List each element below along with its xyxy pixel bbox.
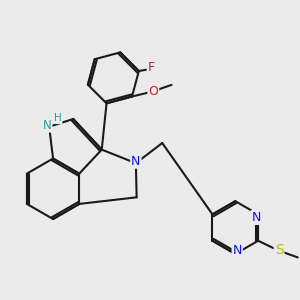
Text: F: F	[148, 61, 155, 74]
Text: N: N	[131, 155, 141, 168]
Text: N: N	[251, 211, 261, 224]
Text: N: N	[232, 244, 242, 257]
Text: N: N	[43, 119, 52, 132]
Text: H: H	[54, 113, 61, 123]
Text: O: O	[148, 85, 158, 98]
Text: S: S	[275, 243, 284, 257]
